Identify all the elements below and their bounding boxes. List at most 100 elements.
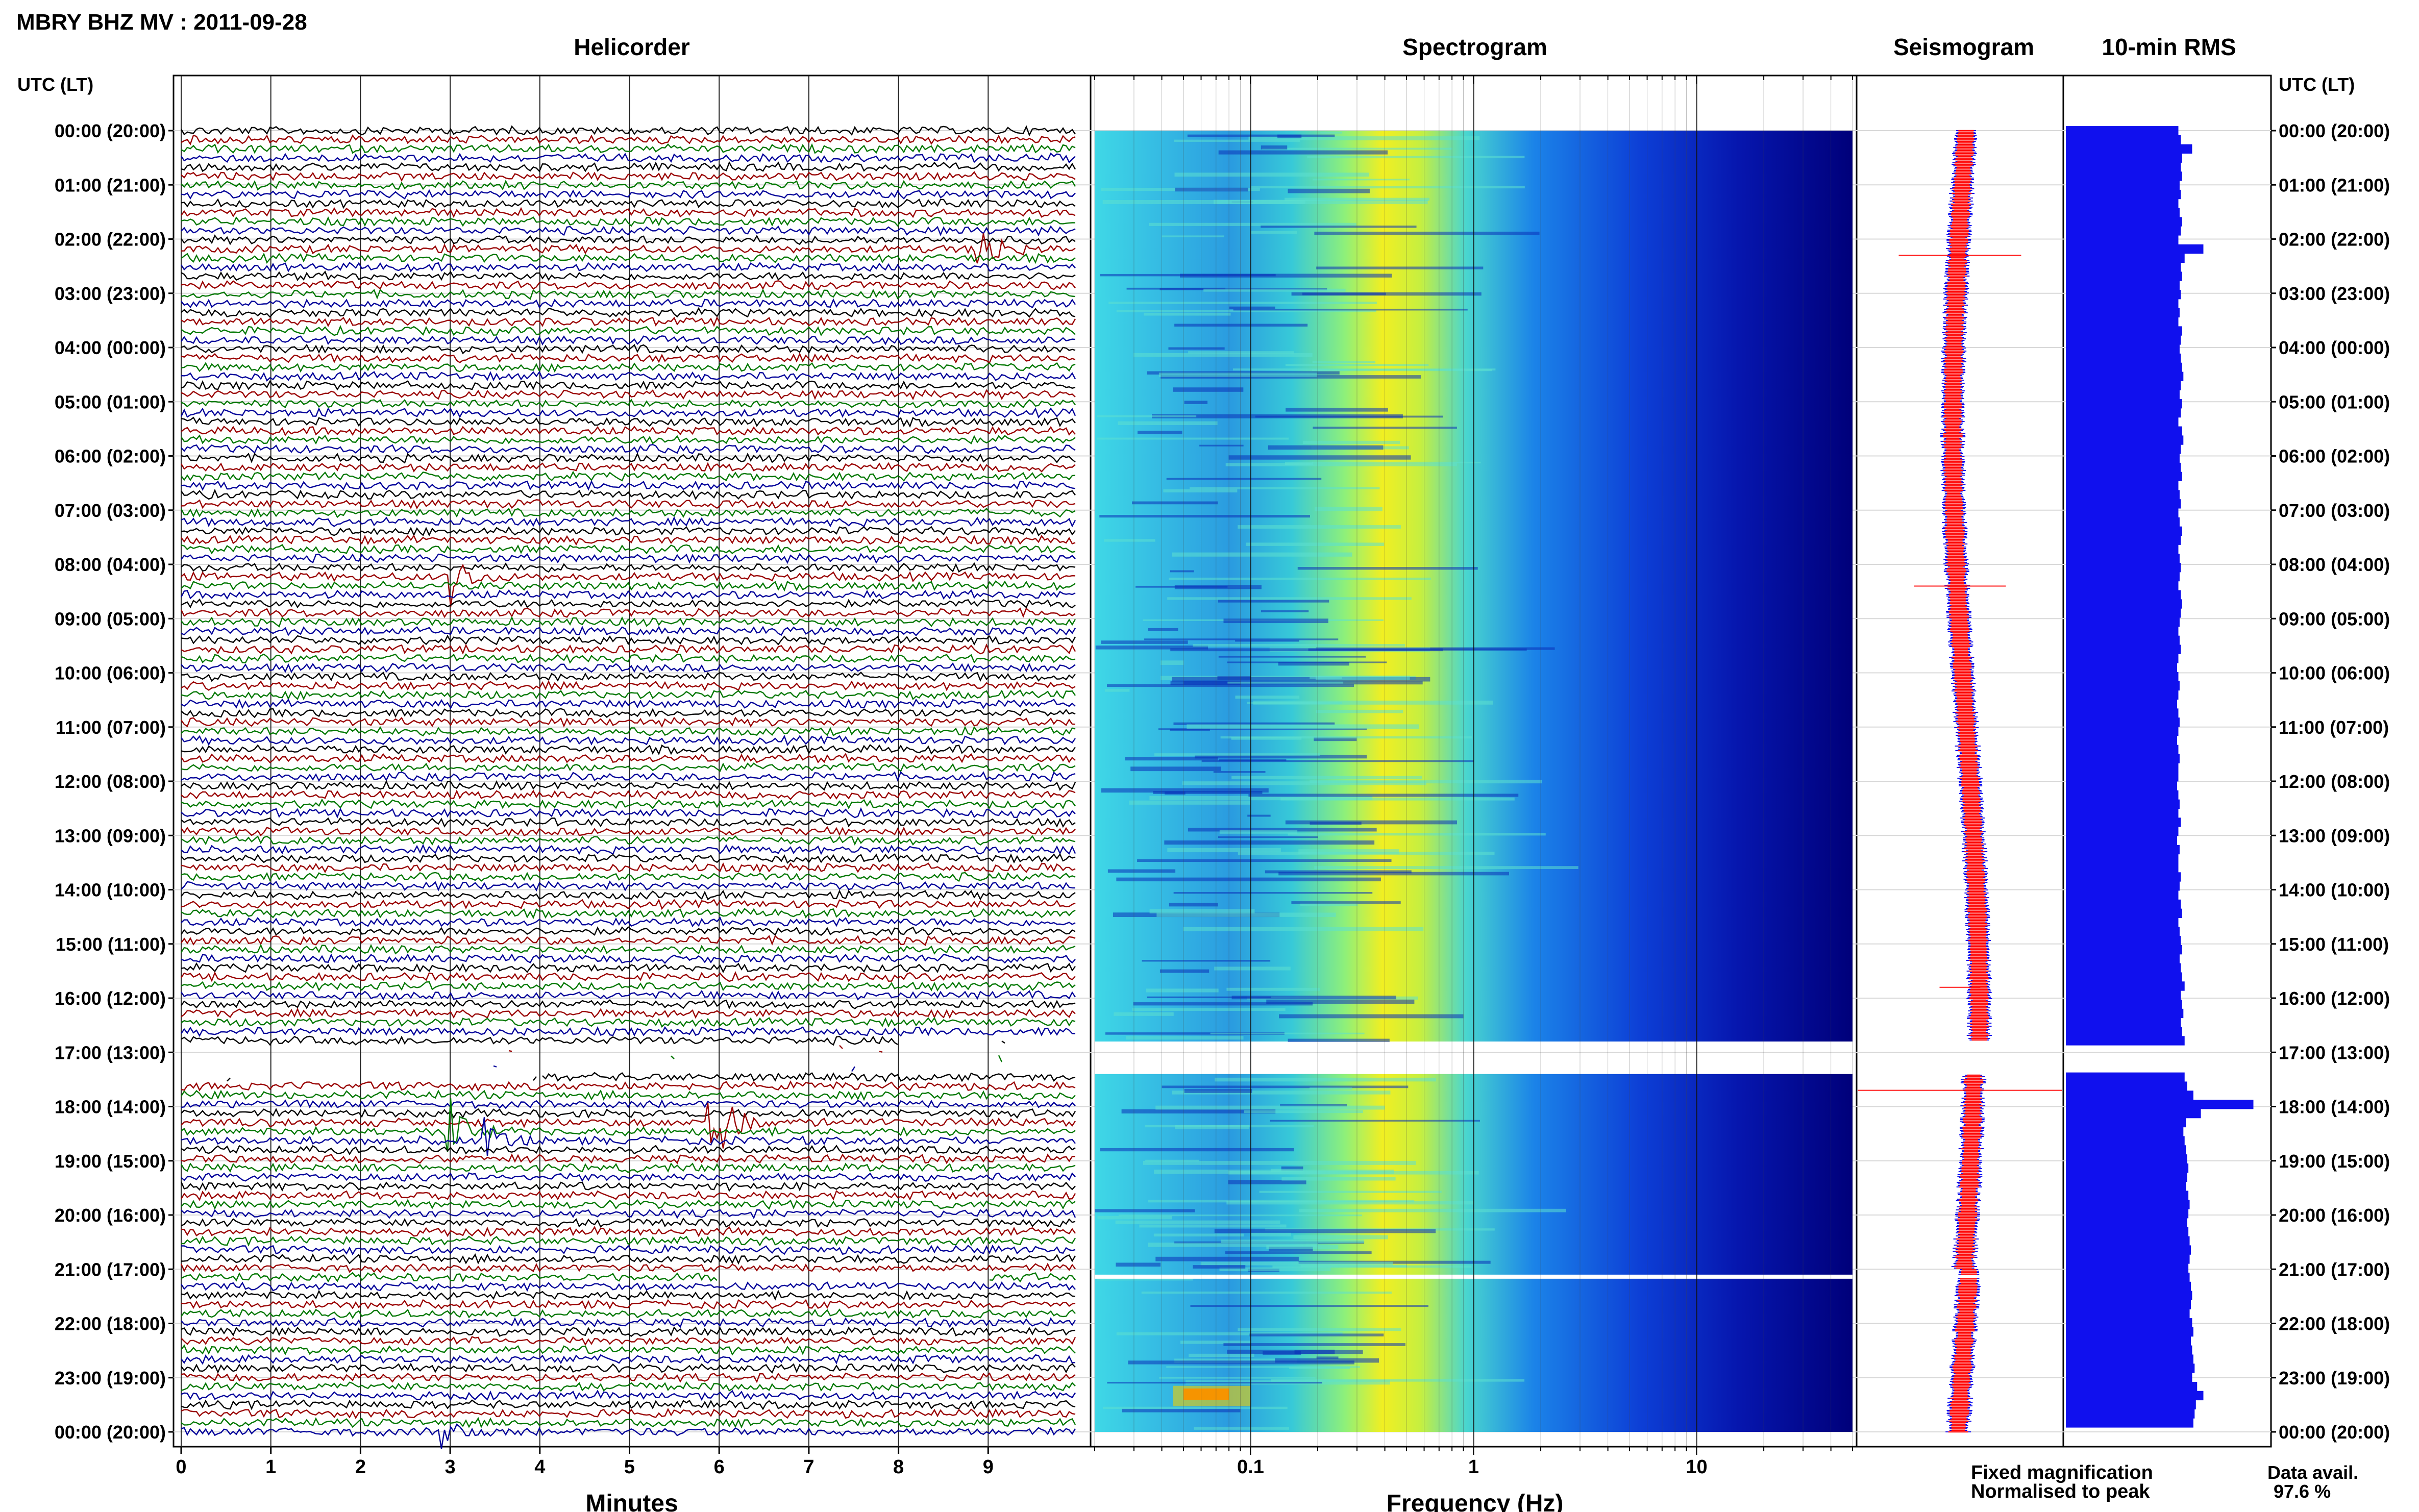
spectrogram-texture bbox=[1144, 638, 1339, 640]
minute-tick-label: 1 bbox=[265, 1456, 276, 1478]
spectrogram-texture bbox=[1148, 628, 1178, 631]
chart-title: MBRY BHZ MV : 2011-09-28 bbox=[16, 10, 307, 35]
rms-bar bbox=[2066, 153, 2182, 163]
spectrogram-texture bbox=[1145, 1125, 1314, 1128]
helicorder-trace bbox=[181, 134, 1076, 145]
rms-bar bbox=[2066, 1364, 2195, 1373]
spectrogram-texture bbox=[1231, 737, 1302, 740]
rms-bar bbox=[2066, 335, 2181, 345]
spectrogram-texture bbox=[1201, 760, 1474, 762]
helicorder-trace bbox=[181, 499, 1076, 510]
spectrogram-texture bbox=[1288, 1038, 1390, 1042]
spectrogram-texture bbox=[1105, 1032, 1285, 1035]
spectrogram-texture bbox=[1095, 1209, 1195, 1212]
rms-bar bbox=[2066, 454, 2180, 463]
time-tick-label-right: 17:00 (13:00) bbox=[2279, 1042, 2390, 1063]
spectrogram-texture bbox=[1133, 1002, 1313, 1006]
spectrogram-texture bbox=[1184, 1089, 1252, 1093]
helicorder-trace bbox=[181, 1308, 1076, 1319]
rms-bar bbox=[2066, 927, 2180, 936]
spectrogram-texture bbox=[1266, 1245, 1339, 1249]
rms-bar bbox=[2066, 326, 2182, 336]
rms-bar bbox=[2066, 417, 2179, 427]
spectrogram-texture bbox=[1270, 1120, 1480, 1122]
spectrogram-texture bbox=[1312, 361, 1375, 363]
rms-bar bbox=[2066, 745, 2179, 755]
spectrogram-texture bbox=[1161, 660, 1184, 665]
helicorder-trace bbox=[181, 534, 1076, 546]
spectrogram-texture bbox=[1156, 912, 1336, 917]
rms-bar bbox=[2066, 1154, 2187, 1164]
spectrogram-texture bbox=[1217, 676, 1251, 680]
spectrogram-texture bbox=[1225, 1251, 1372, 1254]
rms-bar bbox=[2066, 654, 2179, 663]
rms-bar bbox=[2066, 1336, 2191, 1346]
rms-bar bbox=[2066, 1200, 2190, 1209]
helicorder-trace bbox=[227, 1072, 1076, 1083]
rms-bar bbox=[2066, 936, 2181, 946]
spectrogram-texture bbox=[1163, 489, 1238, 492]
helicorder-trace bbox=[181, 563, 1076, 607]
rms-bar bbox=[2066, 1127, 2184, 1136]
rms-bar bbox=[2066, 799, 2180, 809]
rms-bar bbox=[2066, 817, 2181, 827]
rms-bar bbox=[2066, 544, 2179, 554]
rms-bar bbox=[2066, 1227, 2189, 1237]
helicorder-trace bbox=[181, 1417, 1076, 1429]
helicorder-trace bbox=[181, 862, 1076, 874]
time-tick-label-left: 13:00 (09:00) bbox=[55, 825, 166, 846]
helicorder-trace bbox=[181, 180, 1076, 191]
helicorder-trace bbox=[181, 1208, 1076, 1220]
spectrogram-texture bbox=[1288, 188, 1370, 193]
spectrogram-texture bbox=[1118, 1214, 1363, 1217]
rms-bar bbox=[2066, 499, 2181, 509]
spectrogram-texture bbox=[1155, 1256, 1299, 1261]
spectrogram-texture bbox=[1231, 996, 1396, 1000]
helicorder-trace bbox=[181, 1199, 1076, 1210]
time-axis-header-right: UTC (LT) bbox=[2279, 74, 2355, 95]
spectrogram-texture bbox=[1214, 1229, 1436, 1233]
spectrogram-texture bbox=[1261, 610, 1309, 612]
rms-bar bbox=[2066, 708, 2179, 718]
rms-bar bbox=[2066, 435, 2184, 445]
helicorder-trace bbox=[181, 1026, 1076, 1037]
helicorder-trace bbox=[181, 1017, 1076, 1028]
spectrogram-texture bbox=[1235, 696, 1300, 699]
spectrogram-texture bbox=[1149, 909, 1255, 913]
spectrogram-texture bbox=[1131, 501, 1218, 505]
spectrogram-texture bbox=[1101, 640, 1188, 644]
time-tick-label-right: 18:00 (14:00) bbox=[2279, 1097, 2390, 1118]
helicorder-trace bbox=[181, 370, 1076, 382]
rms-bar bbox=[2066, 317, 2179, 327]
helicorder-trace bbox=[181, 325, 1076, 336]
helicorder-trace bbox=[181, 335, 1076, 346]
spectrogram-texture bbox=[1275, 1358, 1379, 1363]
spectrogram-texture bbox=[1158, 728, 1367, 730]
helicorder-trace bbox=[181, 288, 1076, 300]
time-tick-label-left: 06:00 (02:00) bbox=[55, 446, 166, 467]
helicorder-trace bbox=[181, 1299, 1076, 1310]
spectrogram-texture bbox=[1218, 656, 1366, 658]
spectrogram-texture bbox=[1162, 1085, 1409, 1088]
helicorder-trace bbox=[181, 416, 1076, 428]
helicorder-trace bbox=[181, 233, 1076, 264]
rms-bar bbox=[2066, 371, 2184, 381]
helicorder-trace bbox=[181, 1172, 1076, 1182]
helicorder-trace bbox=[181, 1217, 1076, 1228]
spectrogram-texture bbox=[1167, 848, 1281, 853]
helicorder-trace bbox=[181, 899, 1076, 910]
helicorder-trace bbox=[181, 872, 1076, 882]
helicorder-trace bbox=[181, 853, 1076, 864]
rms-bar bbox=[2066, 126, 2179, 136]
spectrogram-texture bbox=[1316, 709, 1403, 713]
helicorder-trace bbox=[181, 662, 1076, 674]
time-tick-label-right: 00:00 (20:00) bbox=[2279, 1422, 2390, 1443]
minute-tick-label: 2 bbox=[355, 1456, 366, 1478]
helicorder-trace bbox=[181, 1153, 1076, 1164]
rms-bar bbox=[2066, 299, 2179, 309]
data-availability-label: Data avail. bbox=[2267, 1462, 2358, 1483]
rms-bar bbox=[2066, 727, 2179, 736]
helicorder-trace bbox=[181, 762, 1076, 773]
spectrogram-texture bbox=[1281, 1166, 1303, 1171]
time-tick-label-right: 05:00 (01:00) bbox=[2279, 391, 2390, 412]
